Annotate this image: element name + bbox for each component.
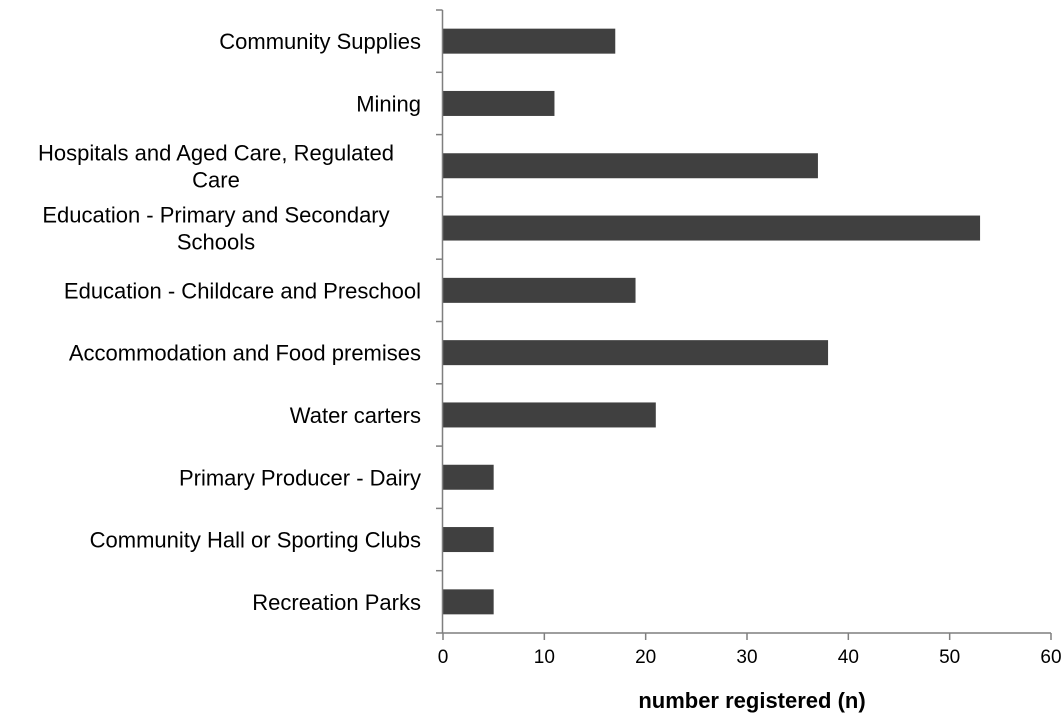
category-label-line: Recreation Parks <box>252 590 421 615</box>
x-tick-label: 50 <box>939 647 960 668</box>
x-tick-label: 0 <box>438 647 449 668</box>
x-tick-label: 10 <box>534 647 555 668</box>
x-tick-labels: 0 10 20 30 40 50 60 <box>438 647 1062 668</box>
category-label-line: Accommodation and Food premises <box>69 341 421 366</box>
bar <box>443 28 616 54</box>
category-label-line: Community Hall or Sporting Clubs <box>90 528 421 553</box>
x-tick-label: 30 <box>736 647 757 668</box>
category-label-line: Water carters <box>290 403 421 428</box>
bar <box>443 340 829 366</box>
bar <box>443 527 494 553</box>
category-label: Community Hall or Sporting Clubs <box>90 528 421 553</box>
category-label-line: Education - Childcare and Preschool <box>64 278 421 303</box>
bars-group <box>443 28 981 615</box>
bar <box>443 277 636 303</box>
category-label-line: Hospitals and Aged Care, Regulated <box>38 140 394 165</box>
bar <box>443 215 981 241</box>
bar <box>443 402 656 428</box>
category-label: Education - Primary and Secondary Schools <box>42 203 389 255</box>
category-label-line: Care <box>192 167 240 192</box>
bar <box>443 464 494 490</box>
category-label: Community Supplies <box>219 29 421 54</box>
category-label-line: Education - Primary and Secondary <box>42 203 389 228</box>
category-label: Accommodation and Food premises <box>69 341 421 366</box>
category-labels: Community Supplies Mining Hospitals and Ag… <box>38 29 421 615</box>
category-label: Mining <box>356 91 421 116</box>
category-label: Recreation Parks <box>252 590 421 615</box>
category-label-line: Community Supplies <box>219 29 421 54</box>
category-label: Hospitals and Aged Care, Regulated Care <box>38 140 394 192</box>
category-label-line: Primary Producer - Dairy <box>179 465 421 490</box>
category-label-line: Mining <box>356 91 421 116</box>
category-label: Primary Producer - Dairy <box>179 465 421 490</box>
x-tick-label: 40 <box>838 647 859 668</box>
bar <box>443 589 494 615</box>
x-tick-label: 60 <box>1040 647 1061 668</box>
category-label-line: Schools <box>177 230 255 255</box>
category-label: Water carters <box>290 403 421 428</box>
axes-group <box>436 9 1052 640</box>
x-tick-label: 20 <box>635 647 656 668</box>
bar <box>443 90 555 116</box>
x-axis-title: number registered (n) <box>638 688 865 713</box>
category-label: Education - Childcare and Preschool <box>64 278 421 303</box>
bar <box>443 153 818 179</box>
